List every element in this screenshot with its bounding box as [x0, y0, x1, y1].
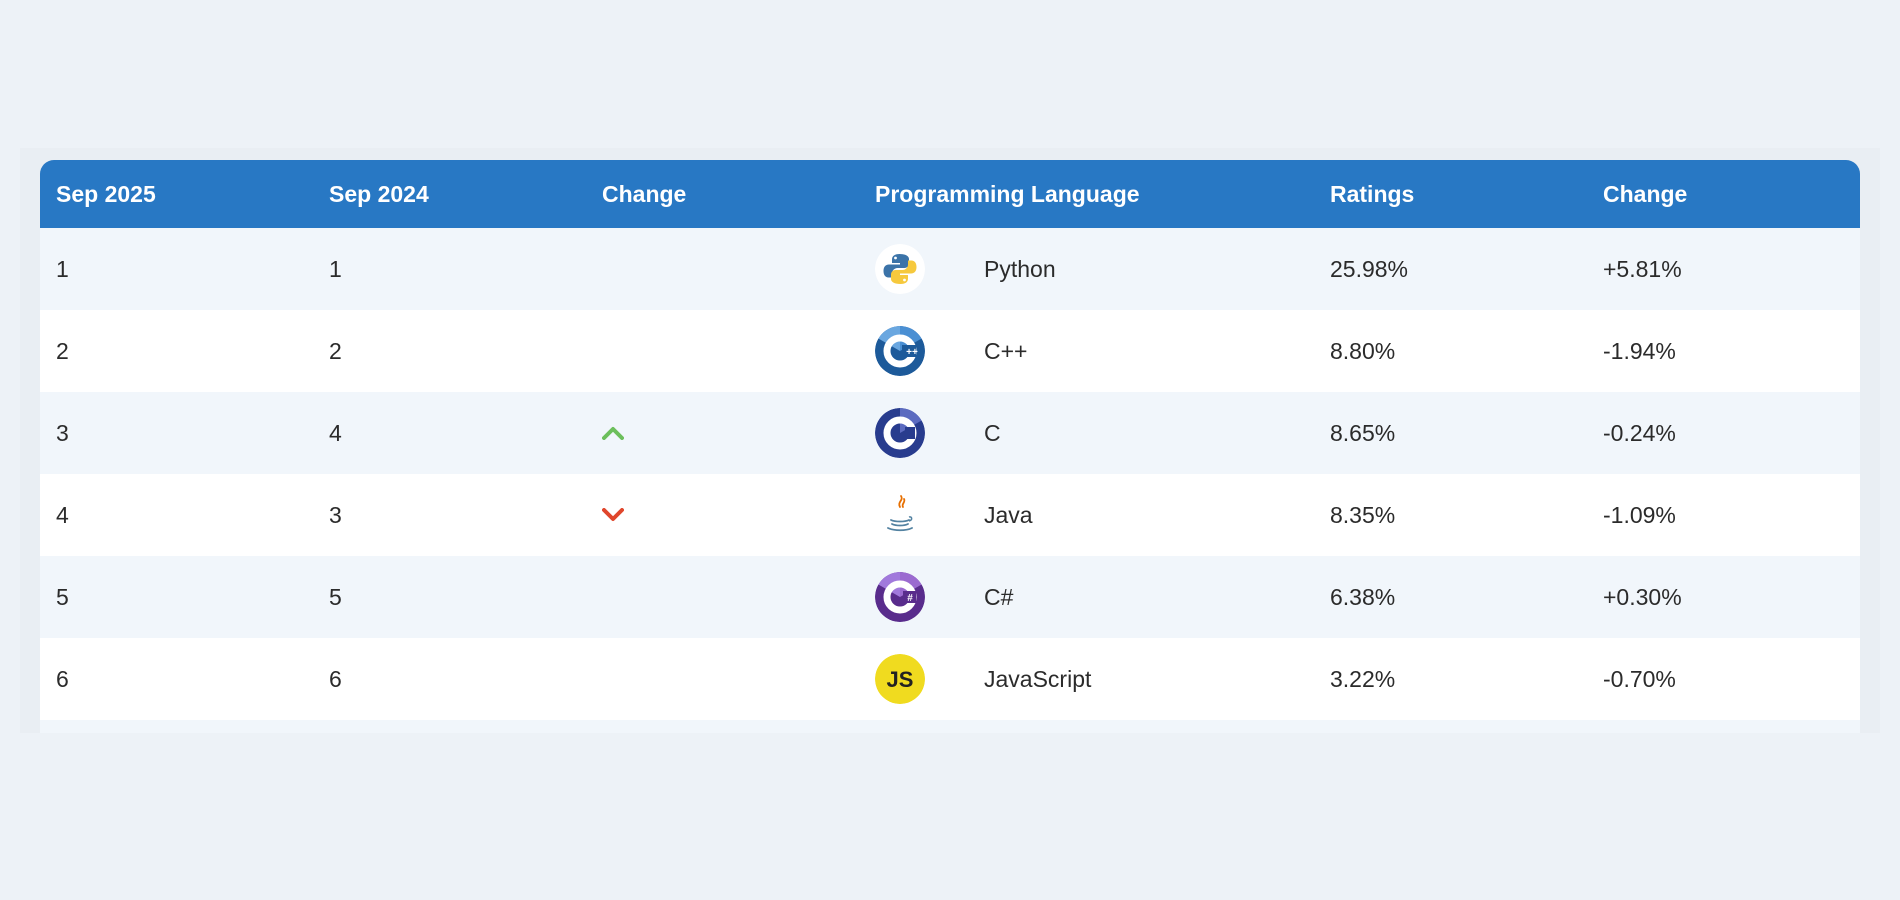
- javascript-logo-icon: JS: [875, 654, 925, 704]
- ranking-panel: Sep 2025 Sep 2024 Change Programming Lan…: [20, 148, 1880, 733]
- rank-2024: 2: [329, 337, 342, 364]
- c-logo-icon: [875, 408, 925, 458]
- header-rating-change[interactable]: Change: [1587, 160, 1860, 228]
- language-name: C++: [984, 337, 1028, 364]
- language-cell: # C#: [875, 572, 1314, 622]
- language-cell: Python: [875, 244, 1314, 294]
- table-row[interactable]: 4 3: [40, 474, 1860, 556]
- language-cell: JS JavaScript: [875, 654, 1314, 704]
- table-row[interactable]: 1 1 Python: [40, 228, 1860, 310]
- rating-change: +0.30%: [1603, 583, 1682, 610]
- table-row[interactable]: [40, 720, 1860, 733]
- trend-up-icon: [602, 426, 859, 440]
- table-row[interactable]: 5 5 # C#: [40, 556, 1860, 638]
- rating-value: 8.65%: [1330, 419, 1396, 446]
- rating-change: -0.70%: [1603, 665, 1676, 692]
- java-logo-icon: [875, 490, 925, 540]
- rating-change: -1.94%: [1603, 337, 1676, 364]
- language-cell: C: [875, 408, 1314, 458]
- trend-cell: [586, 310, 859, 392]
- language-name: Java: [984, 501, 1033, 528]
- table-row[interactable]: 6 6 JS JavaScript 3.22% -0.70%: [40, 638, 1860, 720]
- rating-value: 8.35%: [1330, 501, 1396, 528]
- table-header-row: Sep 2025 Sep 2024 Change Programming Lan…: [40, 160, 1860, 228]
- rank-2024: 1: [329, 255, 342, 282]
- trend-cell: [586, 556, 859, 638]
- header-programming-language[interactable]: Programming Language: [859, 160, 1314, 228]
- rating-value: 6.38%: [1330, 583, 1396, 610]
- header-sep-2024[interactable]: Sep 2024: [313, 160, 586, 228]
- cpp-logo-icon: ++: [875, 326, 925, 376]
- trend-cell: [586, 638, 859, 720]
- rank-2025: 3: [56, 419, 69, 446]
- javascript-logo-text: JS: [887, 667, 914, 692]
- ranking-table: Sep 2025 Sep 2024 Change Programming Lan…: [40, 160, 1860, 733]
- language-name: C#: [984, 583, 1014, 610]
- rank-2025: 5: [56, 583, 69, 610]
- python-logo-icon: [875, 244, 925, 294]
- rank-2024: 6: [329, 665, 342, 692]
- header-sep-2025[interactable]: Sep 2025: [40, 160, 313, 228]
- csharp-logo-icon: #: [875, 572, 925, 622]
- table-row[interactable]: 2 2 ++ C++: [40, 310, 1860, 392]
- rating-value: 25.98%: [1330, 255, 1409, 282]
- language-name: Python: [984, 255, 1056, 282]
- rank-2024: 5: [329, 583, 342, 610]
- language-name: JavaScript: [984, 665, 1092, 692]
- svg-text:++: ++: [906, 347, 918, 358]
- trend-down-icon: [602, 508, 859, 522]
- rank-2025: 6: [56, 665, 69, 692]
- table-row[interactable]: 3 4: [40, 392, 1860, 474]
- svg-text:#: #: [907, 593, 913, 604]
- rating-change: -1.09%: [1603, 501, 1676, 528]
- language-name: C: [984, 419, 1001, 446]
- trend-cell: [586, 392, 859, 474]
- ranking-table-container: Sep 2025 Sep 2024 Change Programming Lan…: [40, 160, 1860, 733]
- language-cell: ++ C++: [875, 326, 1314, 376]
- trend-cell: [586, 474, 859, 556]
- rank-2025: 4: [56, 501, 69, 528]
- rank-2024: 3: [329, 501, 342, 528]
- rating-change: +5.81%: [1603, 255, 1682, 282]
- rank-2024: 4: [329, 419, 342, 446]
- header-change[interactable]: Change: [586, 160, 859, 228]
- rating-value: 3.22%: [1330, 665, 1396, 692]
- rank-2025: 2: [56, 337, 69, 364]
- header-ratings[interactable]: Ratings: [1314, 160, 1587, 228]
- rating-value: 8.80%: [1330, 337, 1396, 364]
- rank-2025: 1: [56, 255, 69, 282]
- language-cell: Java: [875, 490, 1314, 540]
- trend-cell: [586, 228, 859, 310]
- rating-change: -0.24%: [1603, 419, 1676, 446]
